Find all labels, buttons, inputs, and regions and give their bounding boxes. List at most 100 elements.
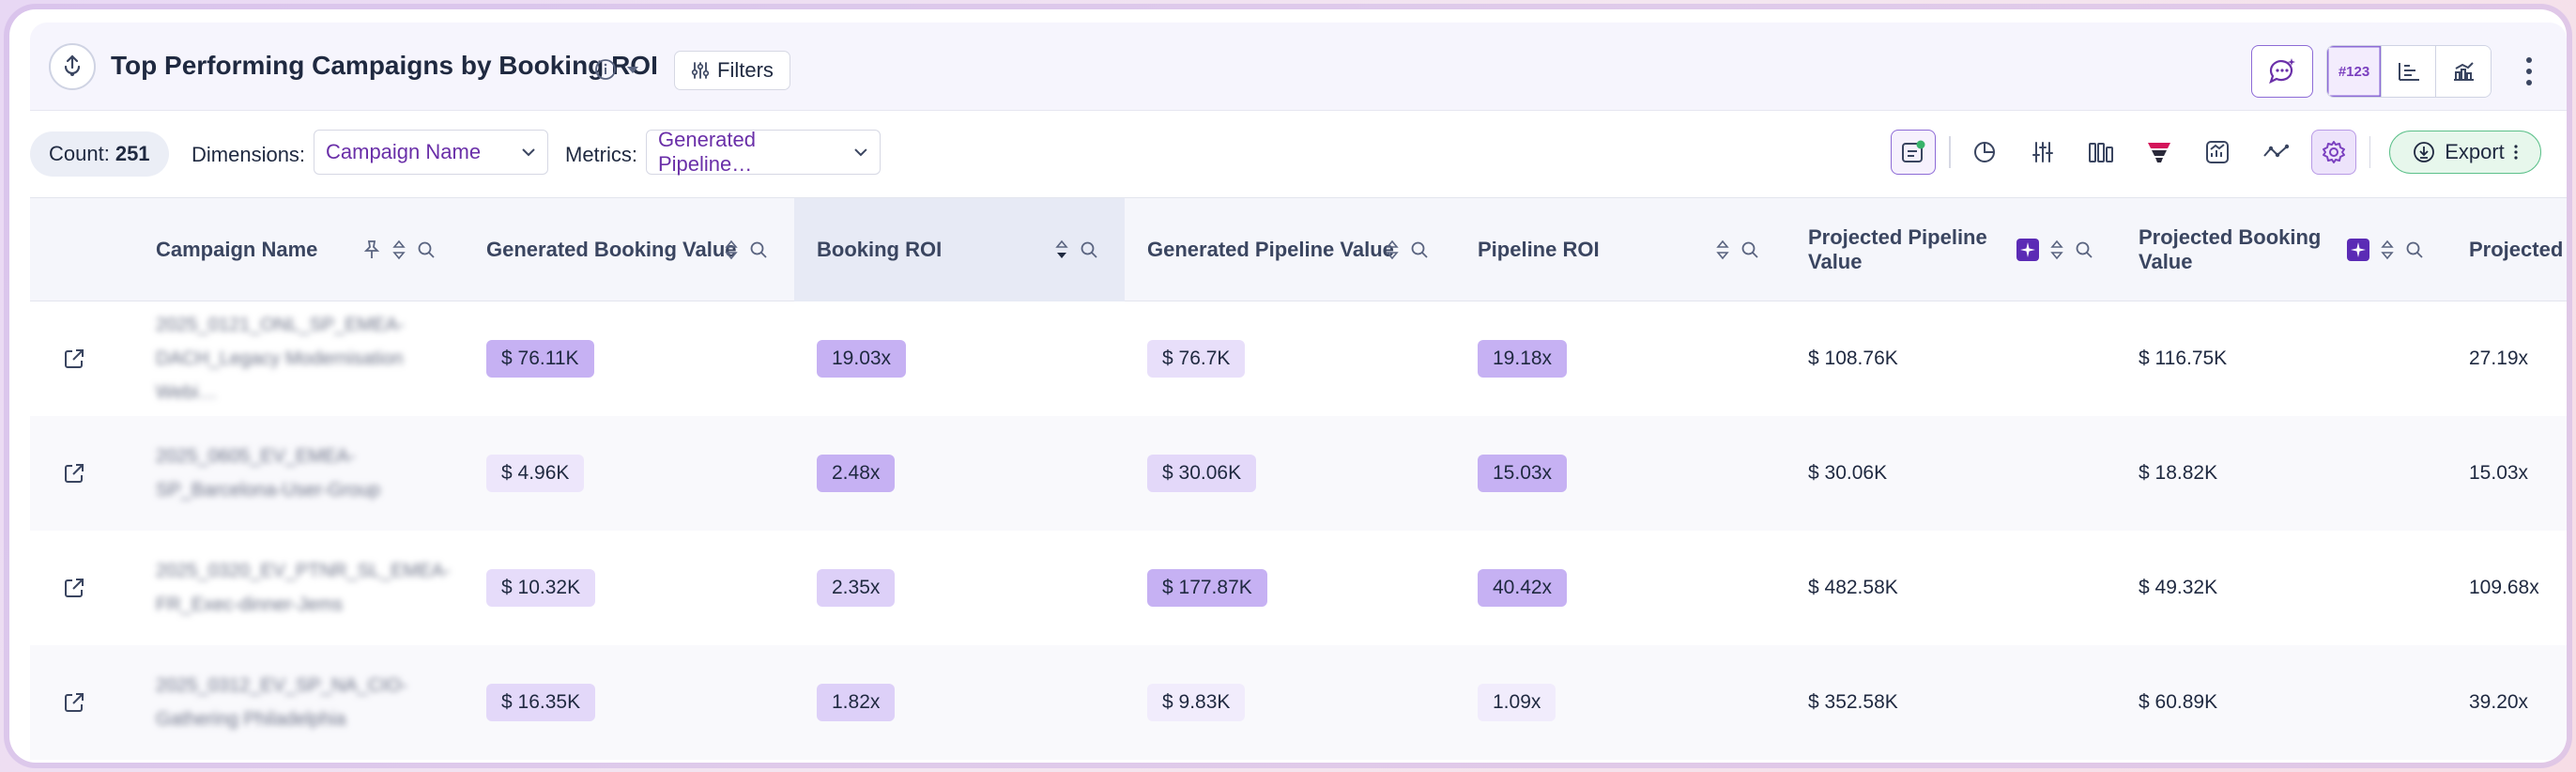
column-header-projected-pipeline-roi[interactable]: Projected P… ROI: [2446, 198, 2567, 301]
dimensions-select[interactable]: Campaign Name: [314, 130, 548, 175]
column-header-icons: [2347, 198, 2424, 301]
chevron-down-icon: [854, 148, 867, 157]
chart-type-toolbar: Export: [1891, 130, 2541, 175]
settings-button[interactable]: [2310, 130, 2356, 175]
number-view-toggle[interactable]: #123: [2327, 46, 2382, 97]
projected-booking-value: $ 60.89K: [2139, 691, 2218, 713]
projected-booking-value: $ 49.32K: [2139, 577, 2218, 598]
sort-icon[interactable]: [2050, 239, 2063, 260]
pin-icon[interactable]: [362, 239, 381, 260]
column-label: Generated Booking Value: [486, 238, 737, 261]
open-link-icon[interactable]: [62, 531, 86, 645]
sort-icon[interactable]: [1386, 239, 1399, 260]
search-icon[interactable]: [1740, 240, 1759, 259]
actions-column-header: [30, 198, 133, 301]
count-label: Count:: [49, 142, 110, 165]
toolbar-divider: [1949, 136, 1951, 168]
campaign-name: 2025_0605_EV_EMEA-SP_Barcelona-User-Grou…: [156, 446, 380, 501]
table-row[interactable]: 2025_0605_EV_EMEA-SP_Barcelona-User-Grou…: [30, 416, 2567, 531]
kpi-chart-button[interactable]: [2195, 130, 2240, 175]
sort-icon[interactable]: [1716, 239, 1729, 260]
projected-pipeline-value: $ 30.06K: [1808, 462, 1888, 484]
table-chart-icon: [2398, 63, 2419, 81]
column-label: Pipeline ROI: [1478, 238, 1600, 261]
search-icon[interactable]: [417, 240, 436, 259]
open-link-icon[interactable]: [62, 645, 86, 760]
table-header: Campaign Name Generated Booking Value Bo…: [30, 198, 2567, 301]
pipeline-roi: 15.03x: [1478, 455, 1568, 492]
column-header-projected-pipeline-value[interactable]: Projected Pipeline Value: [1786, 198, 1992, 301]
title-dropdown-caret-icon[interactable]: [626, 66, 639, 75]
sliders-icon: [691, 62, 710, 79]
column-label: Booking ROI: [817, 238, 943, 261]
column-header-pipeline-roi[interactable]: Pipeline ROI: [1455, 198, 1786, 301]
column-header-icons: [725, 198, 768, 301]
adjust-chart-button[interactable]: [2020, 130, 2065, 175]
table-view-toggle[interactable]: [2382, 46, 2436, 97]
line-chart-button[interactable]: [2253, 130, 2298, 175]
projected-pipeline-roi: 27.19x: [2469, 347, 2529, 369]
chart-view-toggle[interactable]: [2436, 46, 2491, 97]
pipeline-roi: 1.09x: [1478, 684, 1556, 721]
column-header-campaign-name[interactable]: Campaign Name: [133, 198, 464, 301]
table-row[interactable]: 2025_0312_EV_SP_NA_CIO-Gathering Philade…: [30, 645, 2567, 760]
pipeline-roi: 19.18x: [1478, 340, 1568, 378]
sort-descending-icon[interactable]: [1055, 239, 1068, 260]
search-icon[interactable]: [2075, 240, 2093, 259]
search-icon[interactable]: [1410, 240, 1429, 259]
projected-booking-value: $ 116.75K: [2139, 347, 2228, 369]
chevron-down-icon: [522, 148, 535, 157]
campaign-name: 2025_0121_ONL_SP_EMEA-DACH_Legacy Modern…: [156, 315, 405, 403]
more-vertical-icon: [2514, 145, 2518, 160]
ai-sparkle-icon: [2347, 239, 2369, 261]
sort-icon[interactable]: [392, 239, 406, 260]
count-value: 251: [115, 142, 150, 165]
projected-pipeline-value: $ 108.76K: [1808, 347, 1898, 369]
search-icon[interactable]: [749, 240, 768, 259]
booking-roi: 19.03x: [817, 340, 907, 378]
column-header-projected-booking-value[interactable]: Projected Booking Value: [2116, 198, 2323, 301]
search-icon[interactable]: [1080, 240, 1098, 259]
generated-booking-value: $ 76.11K: [486, 340, 594, 378]
column-chart-button[interactable]: [2078, 130, 2124, 175]
booking-roi: 1.82x: [817, 684, 896, 721]
trend-box-icon: [2205, 141, 2229, 163]
sort-icon[interactable]: [725, 239, 738, 260]
app-logo-icon: [49, 43, 96, 90]
projected-pipeline-value: $ 352.58K: [1808, 691, 1898, 713]
page-title: Top Performing Campaigns by Booking ROI: [111, 51, 658, 80]
open-link-icon[interactable]: [62, 301, 86, 416]
ai-chat-button[interactable]: [2251, 45, 2313, 98]
column-header-booking-roi[interactable]: Booking ROI: [794, 198, 1125, 301]
more-options-icon[interactable]: [2510, 45, 2548, 98]
pie-chart-button[interactable]: [1962, 130, 2007, 175]
funnel-chart-button[interactable]: [2137, 130, 2182, 175]
filters-label: Filters: [717, 58, 774, 82]
combo-chart-icon: [2454, 62, 2474, 81]
ai-chat-icon: [2269, 58, 2295, 85]
campaign-name: 2025_0312_EV_SP_NA_CIO-Gathering Philade…: [156, 675, 407, 730]
card-view-button[interactable]: [1891, 130, 1936, 175]
table-row[interactable]: 2025_0121_ONL_SP_EMEA-DACH_Legacy Modern…: [30, 301, 2567, 416]
dimensions-label: Dimensions:: [192, 143, 306, 166]
export-button[interactable]: Export: [2389, 131, 2541, 174]
data-table: Campaign Name Generated Booking Value Bo…: [30, 197, 2567, 763]
sort-icon[interactable]: [2381, 239, 2394, 260]
projected-pipeline-roi: 39.20x: [2469, 691, 2529, 713]
info-icon[interactable]: [594, 58, 617, 81]
open-link-icon[interactable]: [62, 416, 86, 531]
table-row[interactable]: 2025_0320_EV_PTNR_SL_EMEA-FR_Exec-dinner…: [30, 531, 2567, 645]
column-header-icons: [1055, 198, 1098, 301]
projected-pipeline-roi: 15.03x: [2469, 462, 2529, 484]
generated-pipeline-value: $ 30.06K: [1147, 455, 1257, 492]
column-header-generated-booking-value[interactable]: Generated Booking Value: [464, 198, 794, 301]
metrics-select[interactable]: Generated Pipeline…: [646, 128, 881, 176]
column-chart-icon: [2088, 143, 2113, 162]
search-icon[interactable]: [2405, 240, 2424, 259]
filters-button[interactable]: Filters: [674, 51, 790, 90]
view-toggle-group: #123: [2326, 45, 2492, 98]
pipeline-roi: 40.42x: [1478, 569, 1568, 607]
generated-pipeline-value: $ 76.7K: [1147, 340, 1246, 378]
column-header-generated-pipeline-value[interactable]: Generated Pipeline Value: [1125, 198, 1455, 301]
column-header-icons: [1386, 198, 1429, 301]
